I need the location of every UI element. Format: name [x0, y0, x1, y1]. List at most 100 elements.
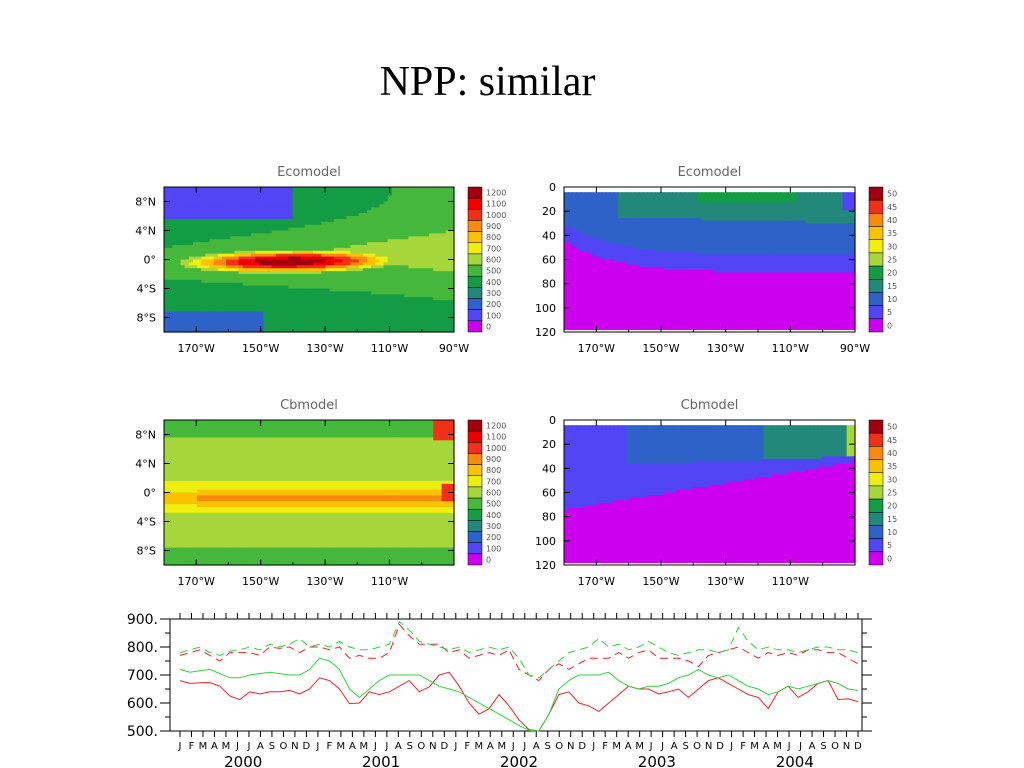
heatmap-cell	[259, 239, 265, 243]
heatmap-cell	[259, 216, 265, 220]
heatmap-cell	[197, 221, 202, 226]
heatmap-cell	[213, 198, 219, 203]
heatmap-cell	[205, 216, 211, 220]
heatmap-cell	[288, 268, 294, 272]
heatmap-cell	[197, 224, 202, 229]
heatmap-cell	[238, 250, 244, 255]
heatmap-cell	[449, 213, 455, 217]
heatmap-cell	[168, 274, 173, 278]
heatmap-cell	[333, 247, 339, 252]
heatmap-cell	[568, 321, 573, 325]
heatmap-cell	[367, 250, 372, 255]
heatmap-cell	[576, 225, 582, 230]
heatmap-cell	[367, 329, 372, 333]
heatmap-cell	[176, 221, 182, 226]
heatmap-cell	[184, 262, 190, 266]
heatmap-cell	[433, 204, 439, 208]
heatmap-cell	[242, 233, 248, 237]
heatmap-cell	[408, 291, 414, 295]
heatmap-cell	[429, 282, 434, 287]
heatmap-cell	[172, 187, 178, 191]
heatmap-cell	[197, 326, 202, 330]
heatmap-cell	[222, 192, 227, 197]
heatmap-cell	[180, 279, 186, 284]
heatmap-cell	[425, 326, 430, 330]
heatmap-cell	[222, 305, 227, 310]
heatmap-cell	[576, 316, 582, 320]
heatmap-cell	[309, 282, 314, 287]
heatmap-cell	[429, 239, 434, 243]
heatmap-cell	[242, 282, 248, 287]
heatmap-cell	[449, 282, 455, 287]
heatmap-cell	[313, 224, 318, 229]
heatmap-cell	[296, 305, 302, 310]
heatmap-cell	[271, 256, 277, 261]
heatmap-cell	[375, 245, 381, 249]
heatmap-cell	[280, 282, 285, 287]
heatmap-cell	[568, 295, 573, 299]
heatmap-cell	[404, 276, 410, 281]
heatmap-cell	[445, 195, 451, 200]
heatmap-cell	[255, 233, 260, 237]
heatmap-cell	[188, 242, 194, 246]
heatmap-cell	[284, 311, 289, 316]
heatmap-cell	[342, 294, 347, 298]
heatmap-cell	[263, 303, 269, 307]
heatmap-cell	[358, 213, 364, 217]
heatmap-cell	[271, 201, 277, 205]
heatmap-cell	[412, 189, 418, 194]
heatmap-cell	[367, 311, 372, 316]
heatmap-cell	[271, 279, 277, 284]
heatmap-cell	[168, 262, 173, 266]
heatmap-cell	[358, 210, 364, 214]
heatmap-cell	[333, 305, 339, 310]
heatmap-cell	[313, 291, 318, 295]
heatmap-cell	[346, 204, 352, 208]
heatmap-cell	[313, 326, 318, 330]
heatmap-cell	[172, 323, 178, 327]
heatmap-cell	[271, 308, 277, 313]
heatmap-cell	[429, 218, 434, 223]
heatmap-cell	[321, 259, 327, 263]
heatmap-cell	[201, 245, 207, 249]
heatmap-cell	[387, 314, 393, 319]
heatmap-cell	[568, 228, 573, 232]
heatmap-cell	[362, 323, 368, 327]
heatmap-cell	[362, 192, 368, 197]
heatmap-cell	[433, 308, 439, 313]
heatmap-cell	[325, 317, 331, 321]
heatmap-cell	[296, 210, 302, 214]
heatmap-cell	[217, 213, 223, 217]
heatmap-cell	[255, 288, 260, 292]
heatmap-cell	[367, 253, 372, 258]
heatmap-cell	[375, 317, 381, 321]
heatmap-cell	[292, 276, 298, 281]
heatmap-cell	[597, 264, 603, 268]
heatmap-cell	[342, 262, 347, 266]
heatmap-cell	[234, 265, 240, 269]
heatmap-cell	[601, 249, 607, 253]
heatmap-cell	[263, 288, 269, 292]
heatmap-cell	[164, 210, 169, 214]
heatmap-cell	[304, 320, 310, 324]
heatmap-cell	[234, 227, 240, 232]
heatmap-cell	[263, 291, 269, 295]
heatmap-cell	[222, 250, 227, 255]
heatmap-cell	[275, 314, 281, 319]
heatmap-cell	[201, 201, 207, 205]
heatmap-cell	[172, 268, 178, 272]
heatmap-cell	[350, 320, 356, 324]
heatmap-cell	[280, 300, 285, 304]
heatmap-cell	[304, 279, 310, 284]
heatmap-cell	[350, 236, 356, 240]
heatmap-cell	[433, 291, 439, 295]
heatmap-cell	[396, 297, 401, 301]
heatmap-cell	[597, 210, 603, 214]
heatmap-cell	[246, 297, 252, 301]
heatmap-cell	[325, 256, 331, 261]
heatmap-cell	[325, 268, 331, 272]
heatmap-cell	[251, 242, 256, 246]
heatmap-cell	[346, 242, 352, 246]
heatmap-cell	[242, 317, 248, 321]
heatmap-cell	[445, 224, 451, 229]
